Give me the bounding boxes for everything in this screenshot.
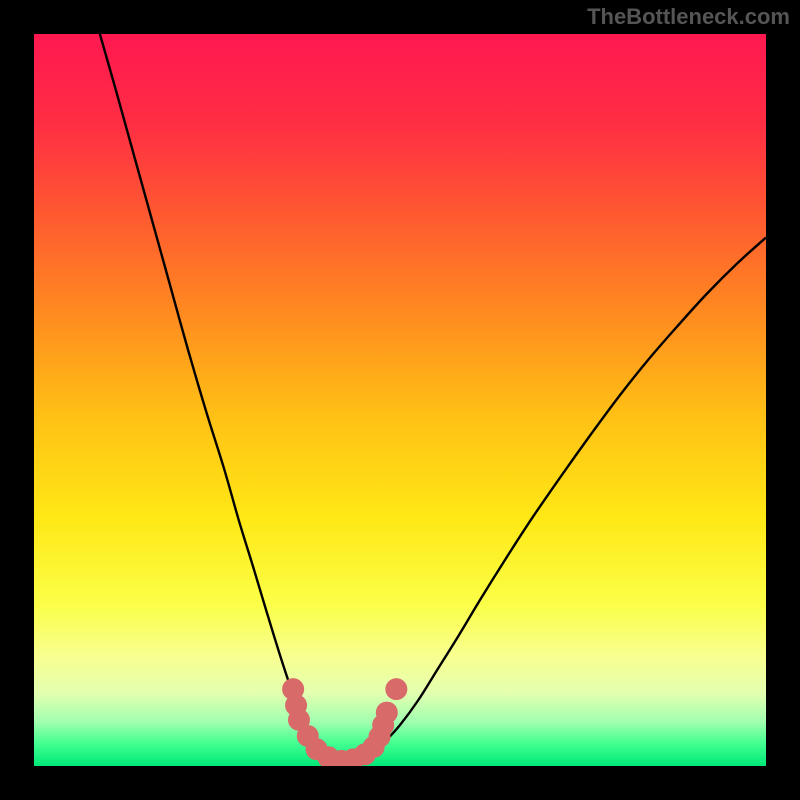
watermark-text: TheBottleneck.com xyxy=(587,4,790,30)
plot-area xyxy=(34,34,766,766)
data-marker xyxy=(376,702,398,724)
data-marker xyxy=(385,678,407,700)
data-markers xyxy=(34,34,766,766)
